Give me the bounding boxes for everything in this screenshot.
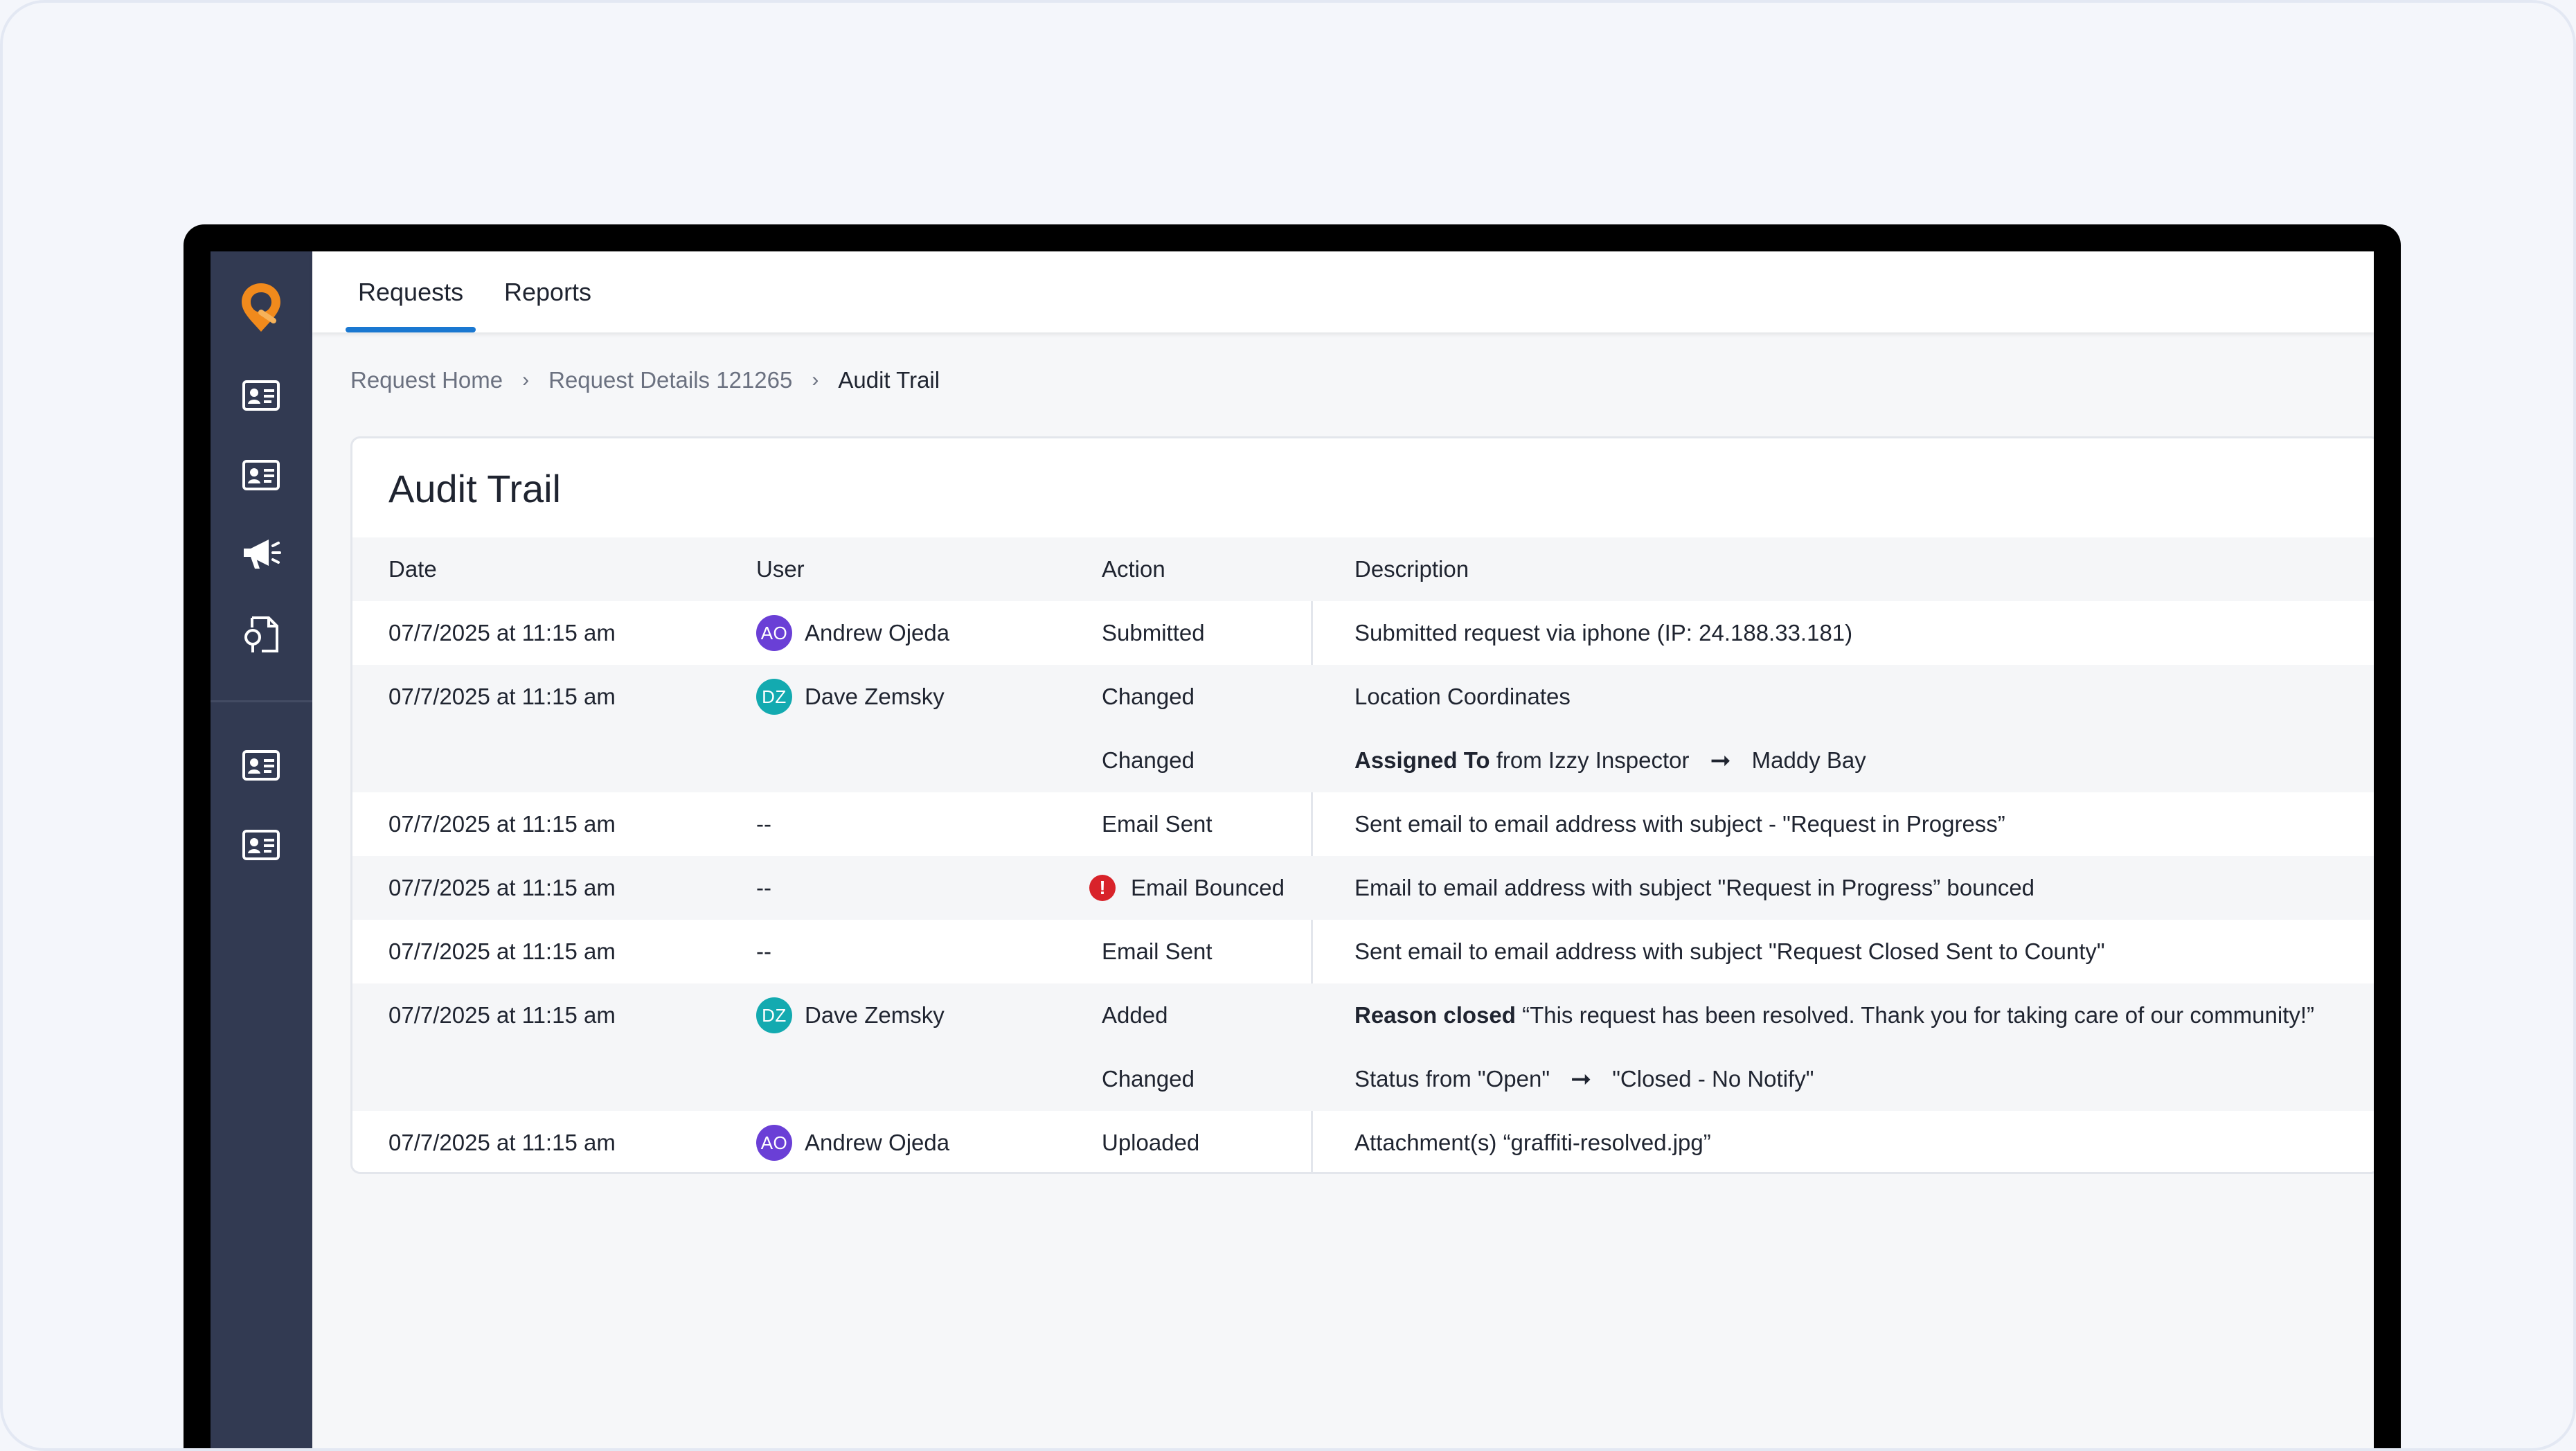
row-date: 07/7/2025 at 11:15 am xyxy=(388,1130,616,1155)
tab-requests-label: Requests xyxy=(358,277,464,306)
breadcrumb: Request Home › Request Details 121265 › … xyxy=(350,363,940,398)
audit-table-body: 07/7/2025 at 11:15 am AO Andrew Ojeda Su… xyxy=(352,601,2374,1172)
table-row: 07/7/2025 at 11:15 am AO Andrew Ojeda Su… xyxy=(352,601,2374,665)
row-action: Submitted xyxy=(1102,620,1205,646)
row-description: Email to email address with subject "Req… xyxy=(1354,875,2035,900)
chevron-right-icon: › xyxy=(812,368,819,391)
sidebar-location-document-icon[interactable] xyxy=(241,616,281,652)
row-date: 07/7/2025 at 11:15 am xyxy=(388,620,616,646)
row-action: Changed xyxy=(1102,747,1195,773)
row-user: DZ Dave Zemsky xyxy=(756,679,945,715)
breadcrumb-request-home[interactable]: Request Home xyxy=(350,367,503,393)
row-action: Email Sent xyxy=(1102,811,1213,837)
device-frame: Requests Reports Request Home › Request … xyxy=(184,224,2401,1448)
column-header-description: Description xyxy=(1354,556,1469,582)
description-to: Maddy Bay xyxy=(1751,747,1866,773)
row-description: Assigned To from Izzy Inspector ➞ Maddy … xyxy=(1354,746,1866,775)
table-header: Date User Action Description xyxy=(352,537,2374,601)
logo-pin-icon[interactable] xyxy=(238,281,285,335)
avatar: DZ xyxy=(756,997,792,1033)
description-to: "Closed - No Notify" xyxy=(1612,1066,1814,1092)
breadcrumb-audit-trail: Audit Trail xyxy=(838,367,940,393)
row-user: -- xyxy=(756,875,771,900)
row-description: Attachment(s) “graffiti-resolved.jpg” xyxy=(1354,1130,1711,1155)
page-title: Audit Trail xyxy=(388,467,561,510)
row-description: Sent email to email address with subject… xyxy=(1354,811,2005,837)
tab-requests[interactable]: Requests xyxy=(345,251,476,332)
description-from: from Izzy Inspector xyxy=(1496,747,1690,773)
description-bold: Assigned To xyxy=(1354,747,1490,773)
row-description: Status from "Open" ➞ "Closed - No Notify… xyxy=(1354,1065,1814,1094)
action-label: Email Bounced xyxy=(1131,875,1285,900)
id-card-icon xyxy=(242,380,280,411)
row-action: Uploaded xyxy=(1102,1130,1200,1155)
row-user: -- xyxy=(756,938,771,964)
app-screen: Requests Reports Request Home › Request … xyxy=(211,251,2374,1448)
row-date: 07/7/2025 at 11:15 am xyxy=(388,1002,616,1028)
top-nav: Requests Reports xyxy=(312,251,2374,332)
row-date: 07/7/2025 at 11:15 am xyxy=(388,811,616,837)
description-rest: “This request has been resolved. Thank y… xyxy=(1522,1002,2315,1028)
user-name: Dave Zemsky xyxy=(805,1002,945,1028)
id-card-icon xyxy=(242,750,280,781)
sidebar-megaphone-icon[interactable] xyxy=(241,537,281,571)
row-user: -- xyxy=(756,811,771,837)
column-header-date: Date xyxy=(388,556,437,582)
arrow-right-icon: ➞ xyxy=(1710,746,1731,774)
main-content: Requests Reports Request Home › Request … xyxy=(312,251,2374,1448)
megaphone-icon xyxy=(244,540,281,569)
table-row: 07/7/2025 at 11:15 am DZ Dave Zemsky Add… xyxy=(352,983,2374,1047)
row-action: Changed xyxy=(1102,1066,1195,1092)
row-description: Submitted request via iphone (IP: 24.188… xyxy=(1354,620,1853,646)
row-description: Sent email to email address with subject… xyxy=(1354,938,2105,964)
tab-reports[interactable]: Reports xyxy=(504,251,591,332)
breadcrumb-request-details[interactable]: Request Details 121265 xyxy=(548,367,793,393)
sidebar-id-card-icon-3[interactable] xyxy=(241,748,281,783)
row-date: 07/7/2025 at 11:15 am xyxy=(388,938,616,964)
row-user: DZ Dave Zemsky xyxy=(756,997,945,1033)
row-date: 07/7/2025 at 11:15 am xyxy=(388,875,616,900)
table-row: 07/7/2025 at 11:15 am AO Andrew Ojeda Up… xyxy=(352,1111,2374,1172)
sidebar xyxy=(211,251,312,1448)
description-from: Status from "Open" xyxy=(1354,1066,1550,1092)
audit-trail-card: Audit Trail Date User Action Description… xyxy=(350,436,2374,1174)
table-row: 07/7/2025 at 11:15 am -- Email Sent Sent… xyxy=(352,920,2374,983)
sidebar-id-card-icon[interactable] xyxy=(241,378,281,413)
row-action: Changed xyxy=(1102,684,1195,709)
row-user: AO Andrew Ojeda xyxy=(756,1125,949,1161)
user-name: Andrew Ojeda xyxy=(805,620,950,646)
chevron-right-icon: › xyxy=(522,368,530,391)
description-bold: Reason closed xyxy=(1354,1002,1516,1028)
user-name: Dave Zemsky xyxy=(805,684,945,709)
row-date: 07/7/2025 at 11:15 am xyxy=(388,684,616,709)
column-header-user: User xyxy=(756,556,805,582)
row-user: AO Andrew Ojeda xyxy=(756,615,949,651)
avatar: DZ xyxy=(756,679,792,715)
table-row: Changed Status from "Open" ➞ "Closed - N… xyxy=(352,1047,2374,1111)
sidebar-id-card-icon-2[interactable] xyxy=(241,458,281,492)
avatar: AO xyxy=(756,615,792,651)
row-action: Added xyxy=(1102,1002,1168,1028)
row-description: Location Coordinates xyxy=(1354,684,1571,709)
row-description: Reason closed “This request has been res… xyxy=(1354,1002,2314,1029)
column-header-action: Action xyxy=(1102,556,1165,582)
id-card-icon xyxy=(242,830,280,860)
table-row: Changed Assigned To from Izzy Inspector … xyxy=(352,729,2374,792)
sidebar-id-card-icon-4[interactable] xyxy=(241,828,281,862)
sidebar-divider xyxy=(211,700,312,702)
location-document-icon xyxy=(244,616,278,652)
row-action: ! Email Bounced xyxy=(1089,875,1285,901)
table-row: 07/7/2025 at 11:15 am -- ! Email Bounced… xyxy=(352,856,2374,920)
id-card-icon xyxy=(242,460,280,490)
row-action: Email Sent xyxy=(1102,938,1213,964)
arrow-right-icon: ➞ xyxy=(1571,1065,1592,1093)
avatar: AO xyxy=(756,1125,792,1161)
user-name: Andrew Ojeda xyxy=(805,1130,950,1155)
error-icon: ! xyxy=(1089,875,1116,901)
tab-reports-label: Reports xyxy=(504,277,592,306)
table-row: 07/7/2025 at 11:15 am -- Email Sent Sent… xyxy=(352,792,2374,856)
table-row: 07/7/2025 at 11:15 am DZ Dave Zemsky Cha… xyxy=(352,665,2374,729)
